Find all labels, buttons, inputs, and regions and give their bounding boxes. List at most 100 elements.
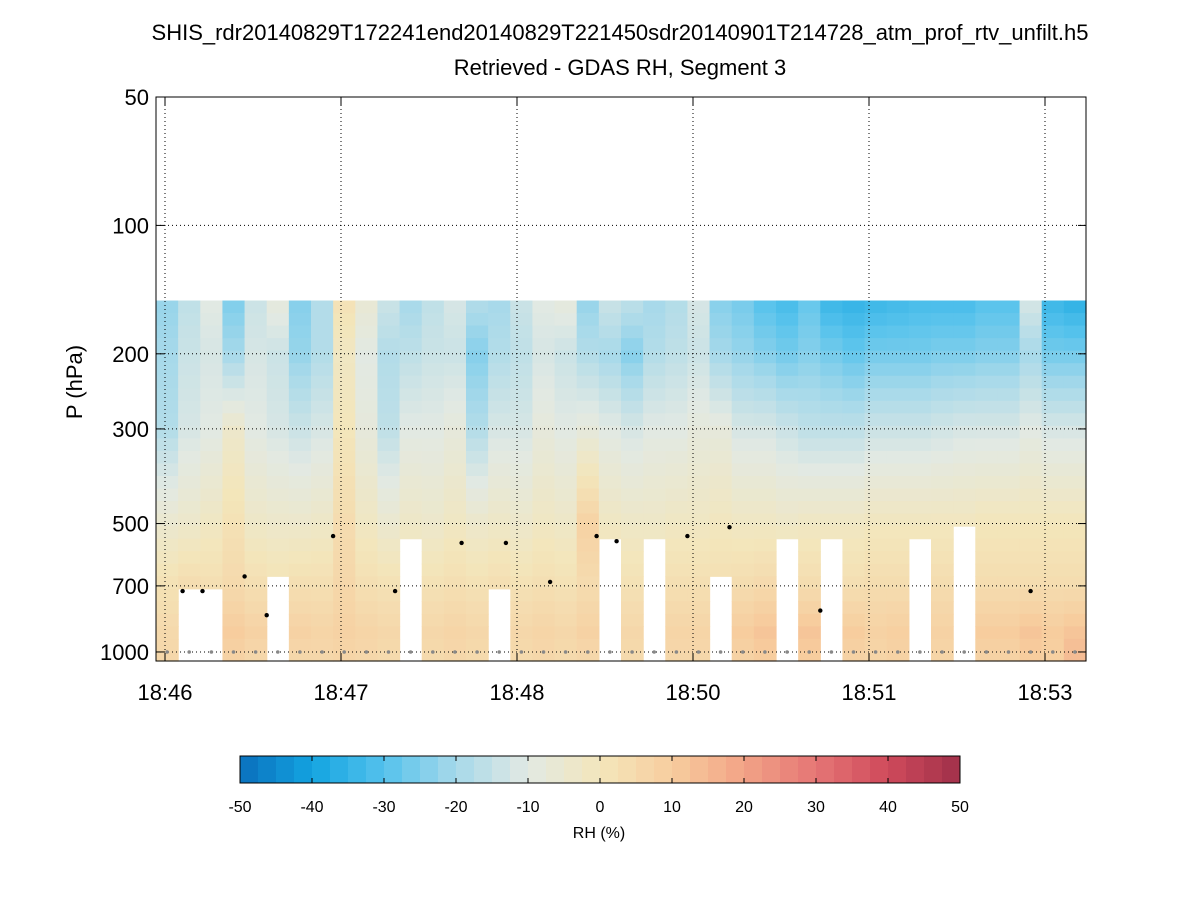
heatmap-cell xyxy=(288,363,312,377)
heatmap-cell xyxy=(200,388,224,402)
heatmap-cell xyxy=(687,526,711,540)
heatmap-cell xyxy=(997,501,1021,515)
heatmap-cell xyxy=(953,438,976,452)
surface-marker xyxy=(1028,650,1033,654)
heatmap-cell xyxy=(621,338,644,352)
heatmap-cell xyxy=(421,450,445,465)
heatmap-cell xyxy=(776,388,799,402)
heatmap-cell xyxy=(621,526,644,540)
heatmap-cell xyxy=(532,325,556,339)
heatmap-cell xyxy=(244,651,268,662)
heatmap-cell xyxy=(333,338,356,352)
heatmap-cell xyxy=(621,313,644,327)
heatmap-cell xyxy=(643,450,666,465)
heatmap-cell xyxy=(311,563,334,577)
heatmap-cell xyxy=(665,338,689,352)
heatmap-cell xyxy=(466,325,489,339)
heatmap-cell xyxy=(200,563,224,577)
heatmap-cell xyxy=(798,438,821,452)
heatmap-cell xyxy=(931,538,954,552)
heatmap-cell xyxy=(377,363,401,377)
heatmap-cell xyxy=(886,475,910,490)
heatmap-cell xyxy=(311,551,334,565)
heatmap-cell xyxy=(288,413,312,427)
heatmap-cell xyxy=(510,551,534,565)
heatmap-cell xyxy=(466,388,489,402)
heatmap-cell xyxy=(864,400,888,414)
heatmap-cell xyxy=(554,375,578,389)
heatmap-cell xyxy=(178,363,201,377)
heatmap-cell xyxy=(222,425,246,439)
heatmap-cell xyxy=(621,563,644,577)
heatmap-cell xyxy=(1041,576,1065,590)
heatmap-cell xyxy=(731,588,755,602)
heatmap-cell xyxy=(311,626,334,640)
heatmap-cell xyxy=(488,501,511,515)
heatmap-cell xyxy=(687,576,711,590)
heatmap-cell xyxy=(266,563,290,577)
heatmap-cell xyxy=(908,300,932,314)
heatmap-cell xyxy=(665,388,689,402)
heatmap-cell xyxy=(488,325,511,339)
heatmap-cell xyxy=(200,400,224,414)
colorbar-swatch xyxy=(690,756,709,783)
heatmap-cell xyxy=(687,438,711,452)
heatmap-cell xyxy=(643,438,666,452)
heatmap-cell xyxy=(665,375,689,389)
heatmap-cell xyxy=(421,363,445,377)
heatmap-cell xyxy=(200,363,224,377)
heatmap-cell xyxy=(311,488,334,502)
surface-marker xyxy=(696,650,701,654)
heatmap-cell xyxy=(1041,300,1065,314)
surface-marker xyxy=(497,650,502,654)
surface-marker xyxy=(364,650,369,654)
heatmap-cell xyxy=(266,350,290,364)
heatmap-cell xyxy=(156,488,179,502)
heatmap-cell xyxy=(377,475,401,490)
surface-marker xyxy=(829,650,834,654)
heatmap-cell xyxy=(532,638,556,653)
heatmap-cell xyxy=(200,438,224,452)
heatmap-cell xyxy=(975,363,999,377)
colorbar-tick-label: 0 xyxy=(596,799,605,816)
x-tick-label: 18:48 xyxy=(489,680,544,705)
heatmap-cell xyxy=(311,588,334,602)
heatmap-cell xyxy=(222,400,246,414)
heatmap-cell xyxy=(953,300,976,314)
y-tick-label: 50 xyxy=(125,85,149,110)
heatmap-cell xyxy=(510,388,534,402)
heatmap-cell xyxy=(1041,551,1065,565)
heatmap-cell xyxy=(355,425,379,439)
heatmap-cell xyxy=(466,626,489,640)
heatmap-cell xyxy=(266,463,290,477)
heatmap-cell xyxy=(443,538,467,552)
heatmap-cell xyxy=(709,375,733,389)
heatmap-cell xyxy=(355,626,379,640)
heatmap-cell xyxy=(377,413,401,427)
heatmap-cell xyxy=(643,501,666,515)
cloud-top-markers xyxy=(165,525,1077,654)
heatmap-cell xyxy=(532,350,556,364)
heatmap-cell xyxy=(864,613,888,627)
heatmap-cell xyxy=(421,538,445,552)
heatmap-cell xyxy=(288,300,312,314)
heatmap-cell xyxy=(266,475,290,490)
heatmap-cell xyxy=(842,313,866,327)
heatmap-cell xyxy=(222,613,246,627)
heatmap-cell xyxy=(288,551,312,565)
heatmap-cell xyxy=(244,588,268,602)
heatmap-cell xyxy=(621,488,644,502)
heatmap-cell xyxy=(975,338,999,352)
heatmap-cell xyxy=(1041,388,1065,402)
heatmap-cell xyxy=(554,563,578,577)
heatmap-cell xyxy=(156,551,179,565)
heatmap-cell xyxy=(665,513,689,527)
heatmap-cell xyxy=(820,526,844,540)
heatmap-cell xyxy=(156,613,179,627)
heatmap-cell xyxy=(554,488,578,502)
heatmap-cell xyxy=(532,513,556,527)
colorbar-tick-label: -30 xyxy=(372,799,395,816)
heatmap-cell xyxy=(200,425,224,439)
heatmap-cell xyxy=(399,363,423,377)
y-tick-label: 700 xyxy=(112,574,149,599)
